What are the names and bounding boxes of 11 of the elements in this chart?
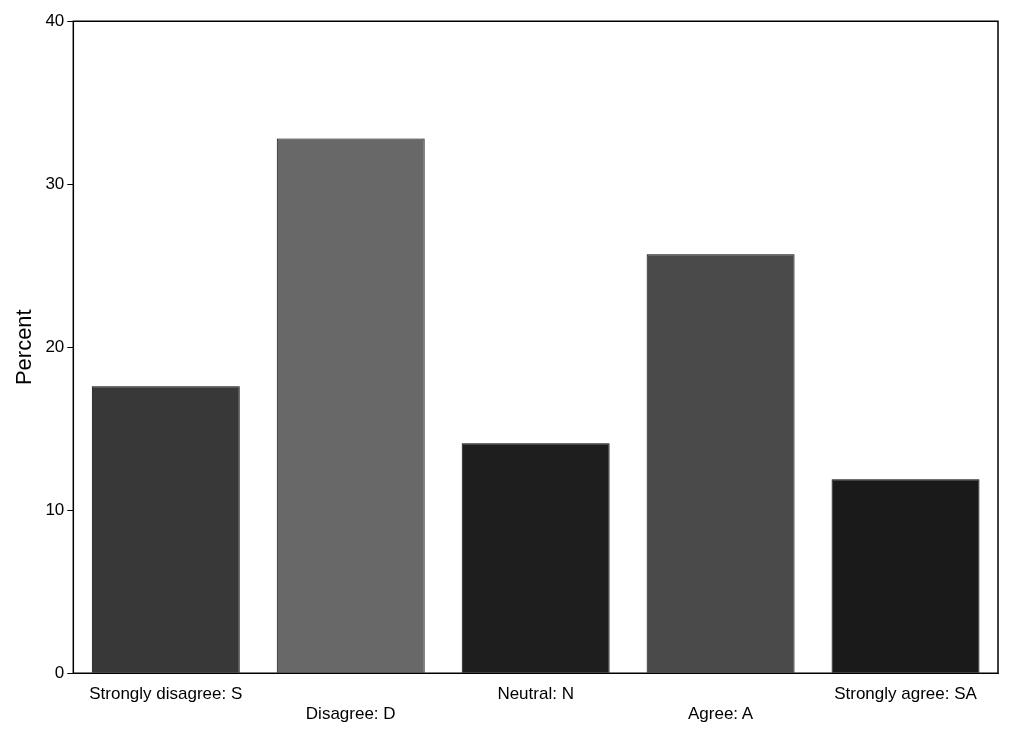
y-tick-label: 40 xyxy=(45,10,65,30)
x-tick-label: Neutral: N xyxy=(497,684,574,704)
x-tick-label: Agree: A xyxy=(687,704,754,724)
y-tick-label: 30 xyxy=(45,173,65,193)
y-tick-label: 0 xyxy=(54,662,65,682)
y-tick-label: 20 xyxy=(45,336,65,356)
x-tick-label: Strongly disagree: S xyxy=(89,684,243,704)
x-tick-label: Disagree: D xyxy=(305,704,396,724)
x-tick-label: Strongly agree: SA xyxy=(834,684,978,704)
y-tick-label: 10 xyxy=(45,499,65,519)
y-axis-title: Percent xyxy=(11,309,37,386)
